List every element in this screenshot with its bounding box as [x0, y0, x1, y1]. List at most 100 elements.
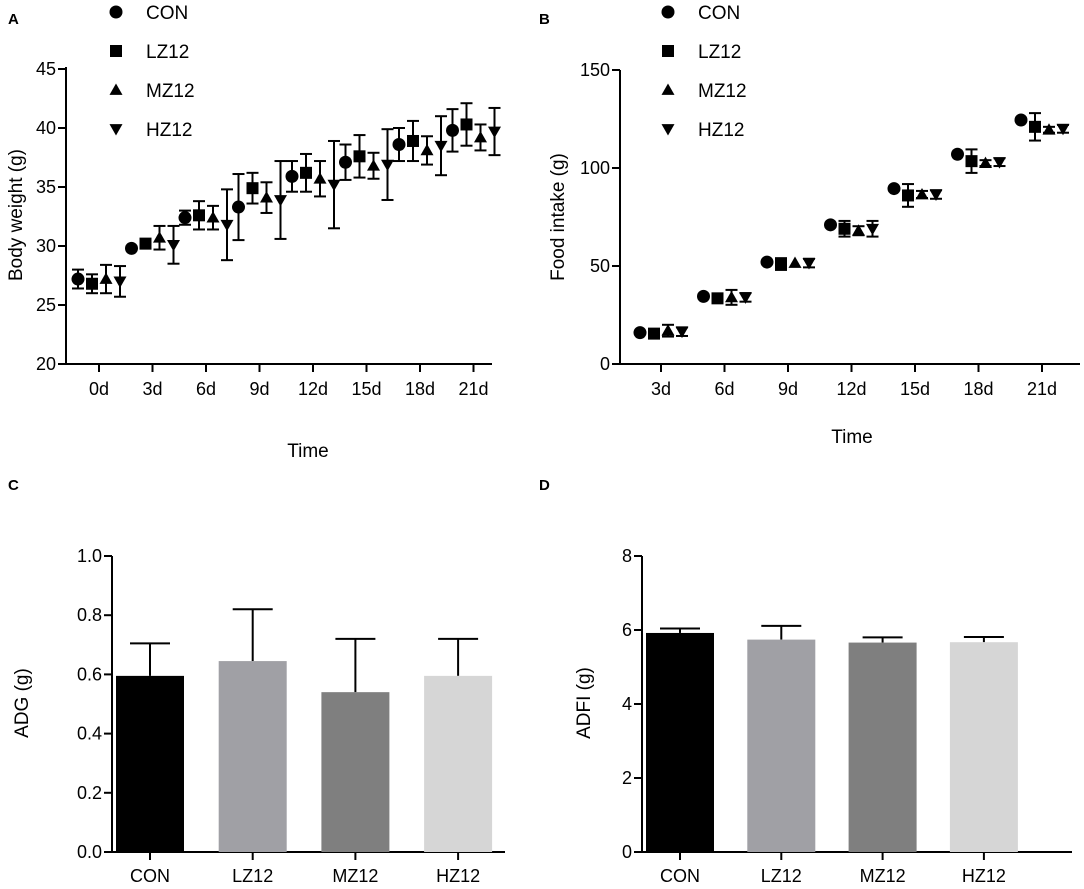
panel-b-x-tick-label-15d: 15d	[900, 379, 930, 399]
panel-a-legend-marker-con	[109, 5, 123, 19]
panel-b-legend-label-con: CON	[698, 3, 740, 24]
panel-a-point-con-15d	[339, 155, 352, 169]
panel-a-point-lz12-0d	[86, 277, 98, 290]
panel-a-legend-label-mz12: MZ12	[146, 81, 195, 102]
panel-a-x-tick-label-12d: 12d	[298, 379, 328, 399]
panel-b-point-con-9d	[760, 255, 774, 269]
panel-b-point-mz12-9d	[788, 256, 802, 268]
panel-d-y-label: ADFI (g)	[574, 667, 595, 739]
panel-b-legend-label-lz12: LZ12	[698, 42, 741, 63]
panel-a-point-hz12-6d	[220, 219, 234, 232]
panel-c-x-tick-label-lz12: LZ12	[232, 866, 273, 886]
panel-b-point-lz12-6d	[711, 292, 724, 305]
panel-a-point-mz12-3d	[153, 231, 166, 243]
panel-c-y-tick-label: 0.8	[77, 605, 102, 625]
panel-a-x-tick-label-15d: 15d	[351, 379, 381, 399]
panel-a-y-label: Body weight (g)	[6, 149, 27, 281]
panel-a-point-lz12-21d	[460, 118, 473, 131]
panel-a-point-con-9d	[232, 200, 245, 214]
panel-b-point-mz12-21d	[1042, 123, 1056, 135]
panel-a-y-tick-label: 35	[36, 177, 56, 197]
panel-d-y-tick-label: 4	[622, 694, 632, 714]
panel-d-adfi: D 0 2 4 6 8 CON LZ12 MZ12 HZ12 ADFI (g)	[539, 477, 1072, 886]
panel-b-point-hz12-6d	[739, 292, 752, 304]
panel-a-y-tick-label: 25	[36, 295, 56, 315]
panel-d-bar-mz12	[848, 642, 917, 852]
panel-c-y-tick-label: 0.0	[77, 842, 102, 862]
panel-a-point-hz12-12d	[327, 179, 341, 192]
panel-a-point-lz12-6d	[193, 209, 205, 222]
panel-b-legend-marker-lz12	[662, 45, 674, 57]
panel-c-y-tick-label: 1.0	[77, 546, 102, 566]
panel-d-x-tick-label-hz12: HZ12	[962, 866, 1006, 886]
panel-a-x-label: Time	[287, 441, 329, 462]
panel-d-letter: D	[539, 477, 550, 494]
panel-b-point-con-18d	[951, 147, 964, 161]
panel-a-y-tick-label: 40	[36, 118, 56, 138]
panel-c-y-ticks: 0.0 0.2 0.4 0.6 0.8 1.0	[77, 546, 112, 862]
panel-c-y-tick-label: 0.2	[77, 783, 102, 803]
panel-d-x-tick-label-mz12: MZ12	[860, 866, 906, 886]
panel-b-y-label: Food intake (g)	[548, 153, 569, 281]
panel-b-legend-label-mz12: MZ12	[698, 81, 747, 102]
panel-a-point-mz12-0d	[99, 272, 113, 284]
panel-b-legend-marker-mz12	[661, 83, 675, 95]
panel-a-x-tick-label-9d: 9d	[249, 379, 269, 399]
panel-a-y-ticks: 20 25 30 35 40 45	[36, 59, 66, 374]
panel-b-x-tick-label-6d: 6d	[714, 379, 734, 399]
panel-a-point-hz12-0d	[113, 276, 127, 288]
panel-a-data-points	[71, 102, 501, 298]
panel-a-legend-label-con: CON	[146, 3, 188, 24]
panel-d-y-tick-label: 2	[622, 768, 632, 788]
panel-a-point-mz12-9d	[260, 191, 273, 203]
panel-a-legend-label-hz12: HZ12	[146, 120, 192, 141]
panel-c-y-tick-label: 0.4	[77, 724, 102, 744]
panel-b-legend-marker-hz12	[661, 124, 675, 136]
panel-b-letter: B	[539, 11, 550, 28]
panel-d-bar-hz12	[949, 642, 1018, 852]
panel-c-x-tick-label-mz12: MZ12	[332, 866, 378, 886]
panel-a-point-hz12-18d	[434, 140, 448, 153]
panel-b-point-mz12-15d	[915, 187, 929, 200]
panel-a-point-hz12-15d	[381, 159, 394, 172]
panel-a-letter: A	[8, 11, 19, 28]
panel-a-point-mz12-15d	[367, 159, 380, 171]
panel-c-bars	[116, 608, 493, 852]
panel-b-point-lz12-12d	[838, 222, 851, 235]
panel-a-legend-marker-lz12	[110, 45, 122, 57]
panel-d-bars	[646, 624, 1018, 852]
panel-a-y-tick-label: 30	[36, 236, 56, 256]
panel-b-y-tick-label: 100	[580, 158, 610, 178]
panel-d-x-tick-label-lz12: LZ12	[761, 866, 802, 886]
panel-b-point-hz12-15d	[929, 189, 943, 201]
panel-b-point-hz12-21d	[1056, 123, 1070, 136]
panel-a-point-lz12-9d	[246, 182, 259, 195]
panel-d-y-tick-label: 8	[622, 546, 632, 566]
panel-a-point-con-12d	[285, 169, 299, 183]
panel-c-x-tick-label-con: CON	[130, 866, 170, 886]
panel-b-point-mz12-18d	[979, 156, 992, 168]
panel-b-point-lz12-21d	[1029, 120, 1041, 133]
panel-b-food-intake: B CON LZ12 MZ12 HZ12 0 50 100 150 3d 6d 9d 12d 15d…	[539, 3, 1080, 448]
panel-a-legend: CON LZ12 MZ12 HZ12	[109, 3, 195, 141]
panel-c-bar-lz12	[218, 661, 287, 852]
panel-b-point-hz12-3d	[675, 326, 689, 339]
panel-b-point-con-6d	[697, 289, 710, 303]
panel-d-x-tick-label-con: CON	[660, 866, 700, 886]
panel-b-point-lz12-3d	[648, 327, 660, 340]
panel-a-point-lz12-3d	[139, 237, 152, 250]
panel-b-point-hz12-9d	[802, 258, 816, 270]
panel-b-x-tick-label-9d: 9d	[778, 379, 798, 399]
panel-c-bar-hz12	[424, 675, 493, 852]
panel-a-legend-marker-mz12	[109, 83, 123, 95]
panel-b-point-mz12-6d	[725, 290, 738, 303]
panel-a-point-con-6d	[178, 211, 192, 225]
panel-c-bar-mz12	[321, 692, 390, 852]
panel-c-x-tick-label-hz12: HZ12	[436, 866, 480, 886]
panel-d-y-tick-label: 0	[622, 842, 632, 862]
panel-a-point-con-3d	[125, 241, 138, 255]
panel-b-point-con-21d	[1014, 113, 1028, 127]
panel-a-y-tick-label: 45	[36, 59, 56, 79]
panel-a-x-tick-label-3d: 3d	[142, 379, 162, 399]
panel-c-letter: C	[8, 477, 19, 494]
